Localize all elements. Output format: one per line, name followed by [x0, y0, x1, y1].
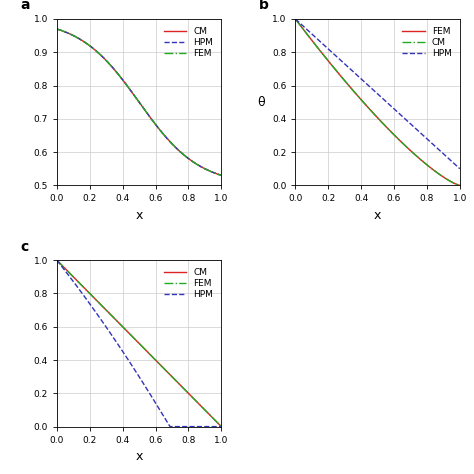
FEM [83, 287, 89, 292]
X-axis label: x: x [136, 209, 143, 222]
CM [164, 368, 170, 374]
Line: CM: CM [57, 29, 221, 175]
CM [128, 333, 134, 338]
HPM [83, 40, 89, 46]
X-axis label: x: x [136, 450, 143, 463]
FEM [178, 149, 183, 155]
Line: HPM: HPM [295, 19, 460, 169]
Y-axis label: θ: θ [257, 96, 264, 109]
Line: HPM: HPM [57, 260, 221, 427]
CM [335, 69, 340, 75]
CM [164, 135, 170, 141]
FEM [83, 40, 89, 46]
FEM [292, 16, 298, 22]
HPM [151, 397, 156, 403]
FEM [164, 135, 170, 141]
CM [83, 287, 89, 292]
HPM [219, 173, 224, 178]
CM [219, 424, 224, 429]
CM [321, 54, 327, 59]
HPM [402, 116, 408, 122]
CM [219, 173, 224, 178]
HPM [178, 149, 183, 155]
HPM [96, 51, 102, 56]
Legend: FEM, CM, HPM: FEM, CM, HPM [398, 24, 455, 61]
FEM [128, 89, 134, 94]
HPM [167, 424, 173, 429]
HPM [321, 43, 327, 48]
FEM [151, 356, 156, 361]
HPM [292, 16, 298, 22]
CM [402, 143, 408, 148]
FEM [219, 173, 224, 178]
HPM [83, 296, 89, 301]
HPM [219, 424, 224, 429]
FEM [335, 69, 340, 75]
HPM [164, 419, 170, 424]
HPM [151, 119, 156, 125]
FEM [178, 383, 183, 388]
HPM [128, 362, 134, 367]
Line: FEM: FEM [295, 19, 460, 185]
CM [416, 155, 422, 161]
FEM [457, 182, 463, 188]
FEM [128, 333, 134, 338]
Line: FEM: FEM [57, 260, 221, 427]
CM [367, 107, 373, 112]
FEM [96, 51, 102, 56]
CM [128, 89, 134, 94]
HPM [335, 55, 340, 60]
HPM [457, 166, 463, 172]
FEM [54, 257, 60, 263]
CM [151, 119, 156, 125]
HPM [128, 89, 134, 94]
X-axis label: x: x [374, 209, 381, 222]
FEM [96, 300, 102, 306]
CM [151, 356, 156, 361]
FEM [164, 368, 170, 374]
CM [96, 300, 102, 306]
CM [96, 51, 102, 56]
FEM [367, 107, 373, 112]
CM [83, 40, 89, 46]
FEM [390, 130, 395, 136]
HPM [416, 129, 422, 135]
FEM [402, 143, 408, 148]
HPM [367, 84, 373, 90]
CM [54, 257, 60, 263]
CM [54, 26, 60, 32]
HPM [96, 314, 102, 320]
CM [292, 16, 298, 22]
FEM [151, 119, 156, 125]
CM [390, 130, 395, 136]
CM [178, 149, 183, 155]
HPM [390, 104, 395, 110]
Legend: CM, FEM, HPM: CM, FEM, HPM [160, 265, 217, 302]
HPM [54, 26, 60, 32]
FEM [321, 54, 327, 59]
Text: c: c [21, 239, 29, 254]
Line: CM: CM [295, 19, 460, 185]
Line: CM: CM [57, 260, 221, 427]
FEM [54, 26, 60, 32]
Text: a: a [21, 0, 30, 12]
Text: b: b [259, 0, 269, 12]
HPM [178, 424, 184, 429]
HPM [54, 257, 60, 263]
FEM [416, 155, 422, 161]
FEM [219, 424, 224, 429]
CM [178, 383, 183, 388]
HPM [164, 135, 170, 141]
Line: FEM: FEM [57, 29, 221, 175]
CM [457, 182, 463, 188]
Line: HPM: HPM [57, 29, 221, 175]
Legend: CM, HPM, FEM: CM, HPM, FEM [160, 24, 217, 61]
